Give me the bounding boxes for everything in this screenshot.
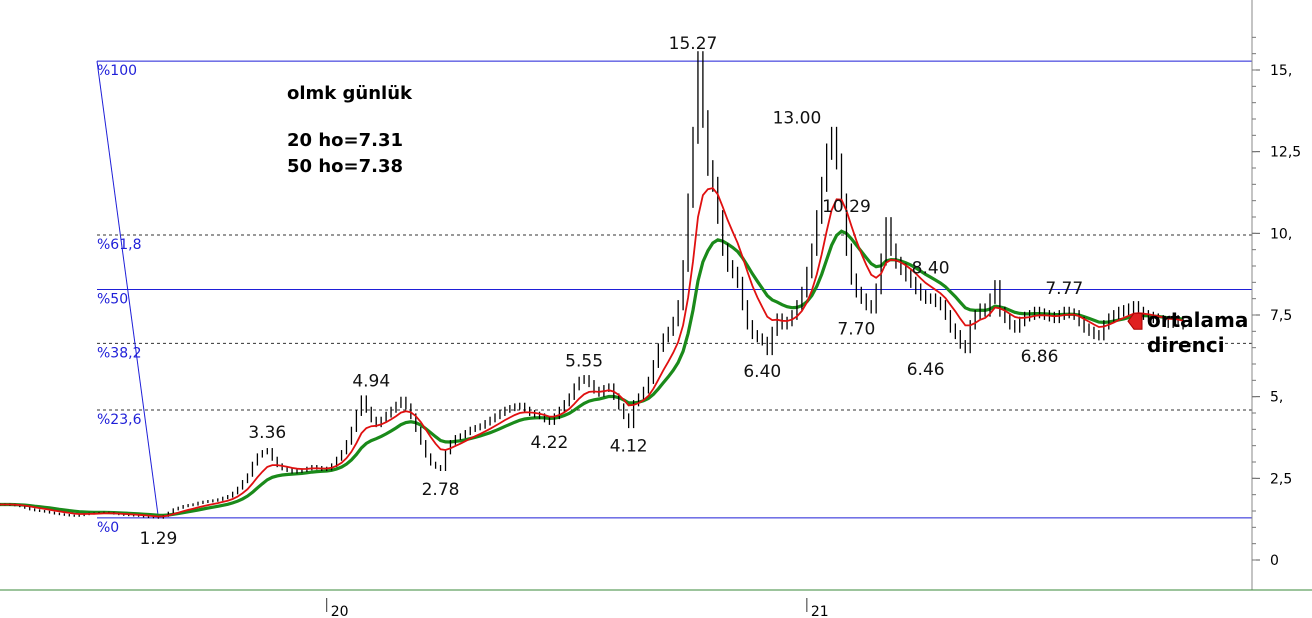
price-annotation: 8.40 <box>912 259 950 279</box>
ma20-series <box>0 187 1184 518</box>
price-annotation: 7.77 <box>1045 279 1083 299</box>
price-annotation: 6.46 <box>907 360 945 380</box>
ma20-line <box>0 187 1184 518</box>
y-tick-label: 7,5 <box>1270 308 1292 324</box>
fib-level-label: %38,2 <box>97 345 141 361</box>
price-annotation: 6.40 <box>743 362 781 382</box>
y-tick-label: 12,5 <box>1270 145 1301 161</box>
price-annotation: 3.36 <box>248 423 286 443</box>
annotations: 15.27 13.00 10.29 8.40 7.77 5.55 4.94 3.36 1.29 2… <box>139 34 1083 549</box>
note-line-2: direnci <box>1147 333 1225 357</box>
price-annotation: 5.55 <box>565 352 603 372</box>
y-tick-label: 10, <box>1270 226 1292 242</box>
x-tick-label: 20 <box>331 604 349 618</box>
resistance-note: ortalama direnci <box>1127 308 1248 357</box>
fib-level-label: %61,8 <box>97 237 141 253</box>
fib-level-label: %23,6 <box>97 412 142 428</box>
fibonacci-retracement: %100 %61,8 %50 %38,2 %23,6 %0 <box>96 60 1252 536</box>
x-tick-label: 21 <box>811 604 829 618</box>
fib-trend-line <box>96 61 159 518</box>
price-annotation: 2.78 <box>422 480 460 500</box>
fib-level-label: %100 <box>97 63 137 79</box>
y-tick-label: 2,5 <box>1270 471 1292 487</box>
chart-title: olmk günlük <box>287 83 413 104</box>
info-box: olmk günlük 20 ho=7.31 50 ho=7.38 <box>287 83 413 177</box>
ma50-line <box>0 229 1184 517</box>
ma20-info: 20 ho=7.31 <box>287 130 403 151</box>
fib-level-label: %50 <box>97 292 128 308</box>
ma50-series <box>0 229 1184 517</box>
price-annotation: 15.27 <box>669 34 718 54</box>
ma50-info: 50 ho=7.38 <box>287 156 403 177</box>
arrow-marker <box>1127 312 1143 330</box>
price-annotation: 10.29 <box>822 197 871 217</box>
price-annotation: 4.94 <box>352 372 390 392</box>
price-annotation: 4.12 <box>610 436 648 456</box>
price-annotation: 7.70 <box>837 319 875 339</box>
price-annotation: 4.22 <box>531 433 569 453</box>
price-series <box>0 51 1184 519</box>
y-tick-label: 15, <box>1270 63 1292 79</box>
y-tick-label: 5, <box>1270 390 1283 406</box>
y-tick-label: 0 <box>1270 553 1279 569</box>
note-line-1: ortalama <box>1147 308 1248 332</box>
price-annotation: 6.86 <box>1021 347 1059 367</box>
price-annotation: 1.29 <box>139 529 177 549</box>
price-annotation: 13.00 <box>773 108 822 128</box>
fib-level-label: %0 <box>97 520 119 536</box>
